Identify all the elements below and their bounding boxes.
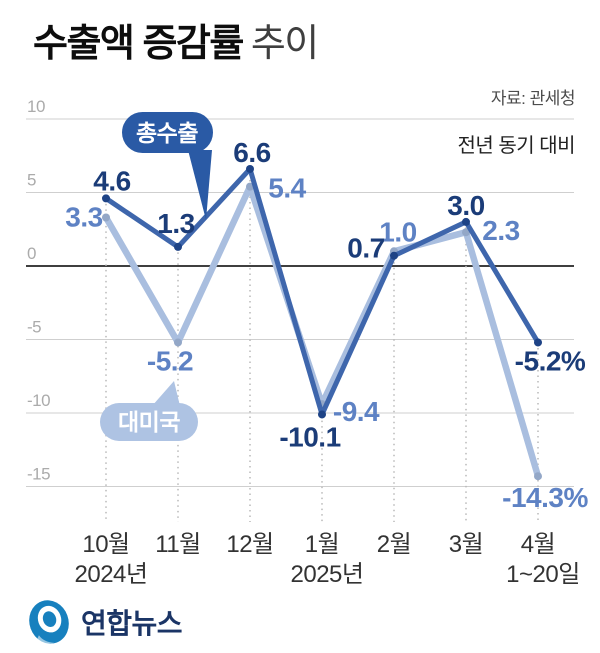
data-point bbox=[534, 472, 542, 481]
series-label-bubble bbox=[100, 403, 198, 441]
x-axis-label: 2월 bbox=[377, 531, 411, 558]
x-axis-label: 3월 bbox=[449, 531, 483, 558]
value-label: -5.2 bbox=[147, 345, 193, 376]
data-point bbox=[102, 194, 110, 203]
value-label: -9.4 bbox=[333, 396, 380, 427]
data-point bbox=[174, 242, 182, 251]
data-point bbox=[318, 410, 326, 419]
value-label: 4.6 bbox=[93, 165, 130, 196]
x-axis-sublabel: 1~20일 bbox=[506, 561, 580, 588]
value-label: 5.4 bbox=[268, 173, 306, 204]
data-point bbox=[462, 228, 470, 237]
value-label: 6.6 bbox=[233, 137, 270, 168]
brand-name: 연합뉴스 bbox=[81, 608, 183, 639]
yonhap-globe-icon bbox=[29, 600, 69, 644]
title-main: 수출액 증감률 bbox=[33, 23, 244, 65]
value-label: 3.3 bbox=[65, 201, 102, 232]
data-point bbox=[462, 217, 470, 226]
bubble-tail bbox=[188, 150, 212, 220]
page-title: 수출액 증감률 추이 bbox=[33, 23, 319, 66]
data-point bbox=[534, 338, 542, 347]
chart-subtitle: 전년 동기 대비 bbox=[457, 135, 575, 157]
source-credit: 자료: 관세청 bbox=[490, 89, 576, 108]
y-tick-label: -15 bbox=[27, 465, 50, 484]
x-axis-label: 11월 bbox=[155, 531, 201, 558]
y-tick-label: 0 bbox=[27, 244, 36, 263]
value-label: -10.1 bbox=[279, 421, 340, 452]
value-label: 1.3 bbox=[157, 208, 194, 239]
data-point bbox=[246, 164, 254, 173]
value-label: -14.3% bbox=[502, 482, 588, 513]
y-tick-label: 5 bbox=[27, 171, 36, 190]
y-tick-label: 10 bbox=[27, 97, 45, 116]
x-axis-sublabel: 2024년 bbox=[75, 561, 148, 588]
y-tick-label: -10 bbox=[27, 391, 50, 410]
x-axis-label: 1월 bbox=[305, 531, 339, 558]
bubble-label: 대미국 bbox=[118, 409, 180, 435]
data-point bbox=[102, 213, 110, 222]
value-label: 1.0 bbox=[379, 216, 416, 247]
title-suffix: 추이 bbox=[250, 23, 319, 65]
footer-logo: 연합뉴스 bbox=[27, 598, 183, 646]
y-tick-label: -5 bbox=[27, 318, 41, 337]
x-axis-label: 12월 bbox=[226, 531, 273, 558]
data-point bbox=[390, 251, 398, 260]
value-label: 0.7 bbox=[347, 233, 384, 264]
bubble-tail bbox=[152, 381, 180, 406]
x-axis-label: 10월 bbox=[82, 531, 129, 558]
x-axis-label: 4월 bbox=[521, 531, 555, 558]
bubble-label: 총수출 bbox=[136, 120, 198, 146]
series-label-bubble bbox=[122, 112, 213, 153]
value-label: 3.0 bbox=[447, 190, 484, 221]
line-chart: 10 5 0 -5 -10 -15 3.3 -5.2 5.4 -9.4 1.0 2.3 -14.3% 4.… bbox=[26, 97, 589, 588]
value-label: -5.2% bbox=[515, 345, 586, 376]
x-axis-sublabel: 2025년 bbox=[291, 561, 364, 588]
data-point bbox=[174, 338, 182, 347]
value-label: 2.3 bbox=[482, 215, 519, 246]
